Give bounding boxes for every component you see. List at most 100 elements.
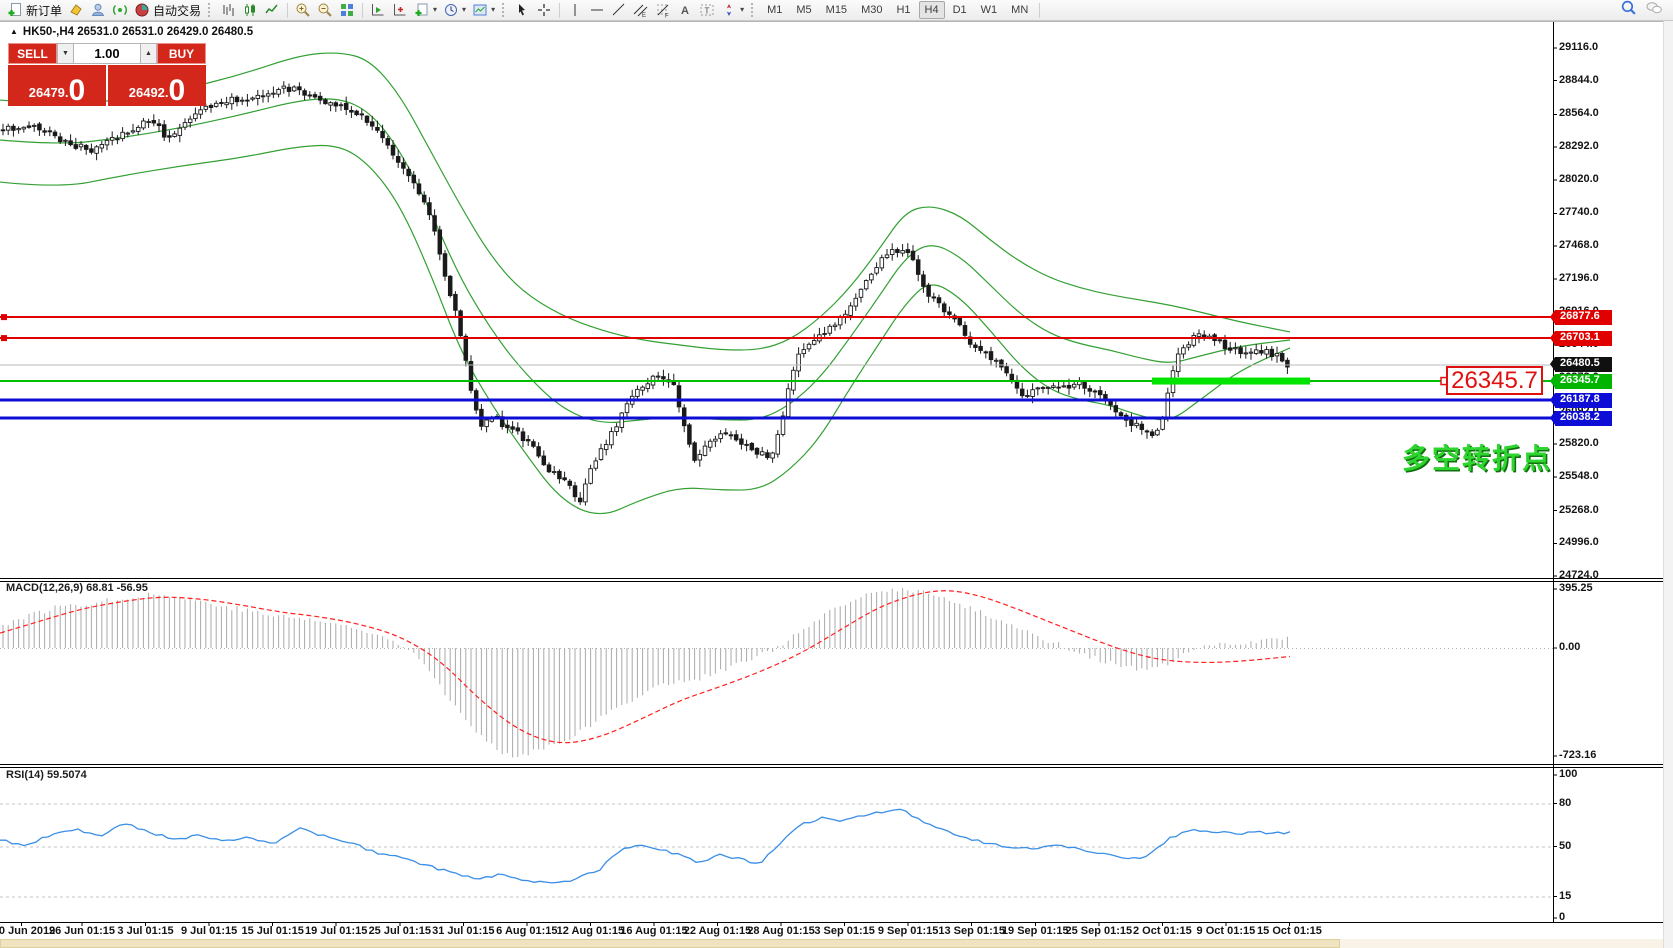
svg-text:F: F: [665, 14, 669, 19]
tile-windows-icon: [339, 2, 355, 18]
zoom-in-button[interactable]: [292, 1, 314, 20]
arrows-button[interactable]: ▾: [718, 1, 747, 20]
cursor-button[interactable]: [511, 1, 533, 20]
zoom-out-button[interactable]: [314, 1, 336, 20]
indicator-window-button[interactable]: [367, 1, 389, 20]
template-icon: [472, 2, 488, 18]
horizontal-line-button[interactable]: [586, 1, 608, 20]
text-icon: A: [677, 2, 693, 18]
new-indicator-icon: [414, 2, 430, 18]
vertical-line-icon: [567, 2, 583, 18]
timeframe-m15[interactable]: M15: [825, 4, 848, 16]
toolbar-separator: [1039, 2, 1041, 18]
sell-price-big-digit: 0: [68, 74, 86, 107]
periods-button[interactable]: ▾: [440, 1, 469, 20]
right-gutter: [1663, 21, 1673, 948]
timeframe-m1[interactable]: M1: [767, 4, 783, 16]
candlestick-chart-icon: [242, 2, 258, 18]
timeframe-mn[interactable]: MN: [1011, 4, 1029, 16]
line-chart-button[interactable]: [261, 1, 283, 20]
toolbar-grip: [502, 3, 507, 17]
chart-title: ▲ HK50-,H4 26531.0 26531.0 26429.0 26480.…: [10, 26, 253, 38]
volume-input[interactable]: [74, 43, 140, 64]
horizontal-scrollbar[interactable]: [0, 939, 1663, 948]
templates-button[interactable]: ▾: [469, 1, 498, 20]
vertical-line-button[interactable]: [564, 1, 586, 20]
clock-icon: [443, 2, 459, 18]
scrollbar-thumb[interactable]: [0, 939, 1340, 948]
sell-price-button[interactable]: 26479. 0: [8, 65, 106, 106]
buy-price-main: 26492.: [128, 85, 169, 100]
chat-icon[interactable]: [1645, 0, 1663, 21]
new-order-button[interactable]: 新订单: [4, 1, 65, 20]
cursor-icon: [514, 2, 530, 18]
dropdown-caret-icon[interactable]: ▾: [433, 5, 438, 14]
tile-windows-button[interactable]: [336, 1, 358, 20]
annotation-text[interactable]: 多空转折点: [1402, 443, 1553, 474]
fibonacci-icon: F: [655, 2, 671, 18]
volume-increase-button[interactable]: ▲: [140, 43, 157, 64]
timeframe-m30[interactable]: M30: [861, 4, 883, 16]
object-window-icon: [392, 2, 408, 18]
crosshair-button[interactable]: [533, 1, 555, 20]
trendline-button[interactable]: [608, 1, 630, 20]
candlestick-chart-button[interactable]: [239, 1, 261, 20]
object-window-button[interactable]: [389, 1, 411, 20]
toolbar-separator: [287, 2, 289, 18]
rsi-label: RSI(14) 59.5074: [6, 769, 87, 781]
dropdown-caret-icon[interactable]: ▾: [491, 5, 496, 14]
buy-price-button[interactable]: 26492. 0: [108, 65, 206, 106]
horizontal-line-icon: [589, 2, 605, 18]
one-click-trading-panel: SELL ▼ ▲ BUY 26479.0 26492.0: [8, 43, 206, 106]
buy-price-big-digit: 0: [168, 74, 186, 107]
buy-button[interactable]: BUY: [157, 43, 206, 64]
text-button[interactable]: A: [674, 1, 696, 20]
new-order-label: 新订单: [26, 3, 63, 18]
equidistant-channel-icon: E: [633, 2, 649, 18]
signals-icon: [112, 2, 128, 18]
indicator-window-icon: [370, 2, 386, 18]
new-indicator-button[interactable]: ▾: [411, 1, 440, 20]
market-watch-button[interactable]: [87, 1, 109, 20]
fibonacci-button[interactable]: F: [652, 1, 674, 20]
bar-chart-button[interactable]: [217, 1, 239, 20]
toolbar-grip: [751, 3, 756, 17]
timeframe-w1[interactable]: W1: [980, 4, 998, 16]
equidistant-channel-button[interactable]: E: [630, 1, 652, 20]
search-icon[interactable]: [1620, 0, 1637, 21]
market-watch-icon: [90, 2, 106, 18]
toolbar-grip: [208, 3, 213, 17]
chart-profile-button[interactable]: [65, 1, 87, 20]
auto-trading-button[interactable]: 自动交易: [131, 1, 204, 20]
line-chart-icon: [264, 2, 280, 18]
toolbar: 新订单 自动交易 ▾ ▾ ▾: [0, 0, 1673, 21]
volume-decrease-button[interactable]: ▼: [57, 43, 74, 64]
timeframe-h4[interactable]: H4: [918, 1, 945, 19]
auto-trading-label: 自动交易: [153, 3, 202, 18]
toolbar-separator: [559, 2, 561, 18]
zoom-in-icon: [295, 2, 311, 18]
arrows-icon: [721, 2, 737, 18]
timeframe-group: M1 M5 M15 M30 H1 H4 D1 W1 MN: [760, 1, 1035, 19]
sell-button[interactable]: SELL: [8, 43, 57, 64]
new-order-icon: [7, 2, 23, 18]
timeframe-d1[interactable]: D1: [952, 4, 967, 16]
timeframe-m5[interactable]: M5: [796, 4, 812, 16]
svg-text:T: T: [705, 7, 710, 16]
sell-price-main: 26479.: [28, 85, 69, 100]
auto-trading-icon: [134, 2, 150, 18]
text-label-button[interactable]: T: [696, 1, 718, 20]
bar-chart-icon: [220, 2, 236, 18]
text-label-icon: T: [699, 2, 715, 18]
dropdown-caret-icon[interactable]: ▾: [462, 5, 467, 14]
signals-button[interactable]: [109, 1, 131, 20]
toolbar-separator: [362, 2, 364, 18]
dropdown-caret-icon[interactable]: ▾: [740, 5, 745, 14]
price-callout-label[interactable]: 26345.7: [1446, 366, 1543, 395]
trendline-icon: [611, 2, 627, 18]
panel-collapse-icon[interactable]: ▲: [10, 27, 18, 36]
timeframe-h1[interactable]: H1: [896, 4, 911, 16]
